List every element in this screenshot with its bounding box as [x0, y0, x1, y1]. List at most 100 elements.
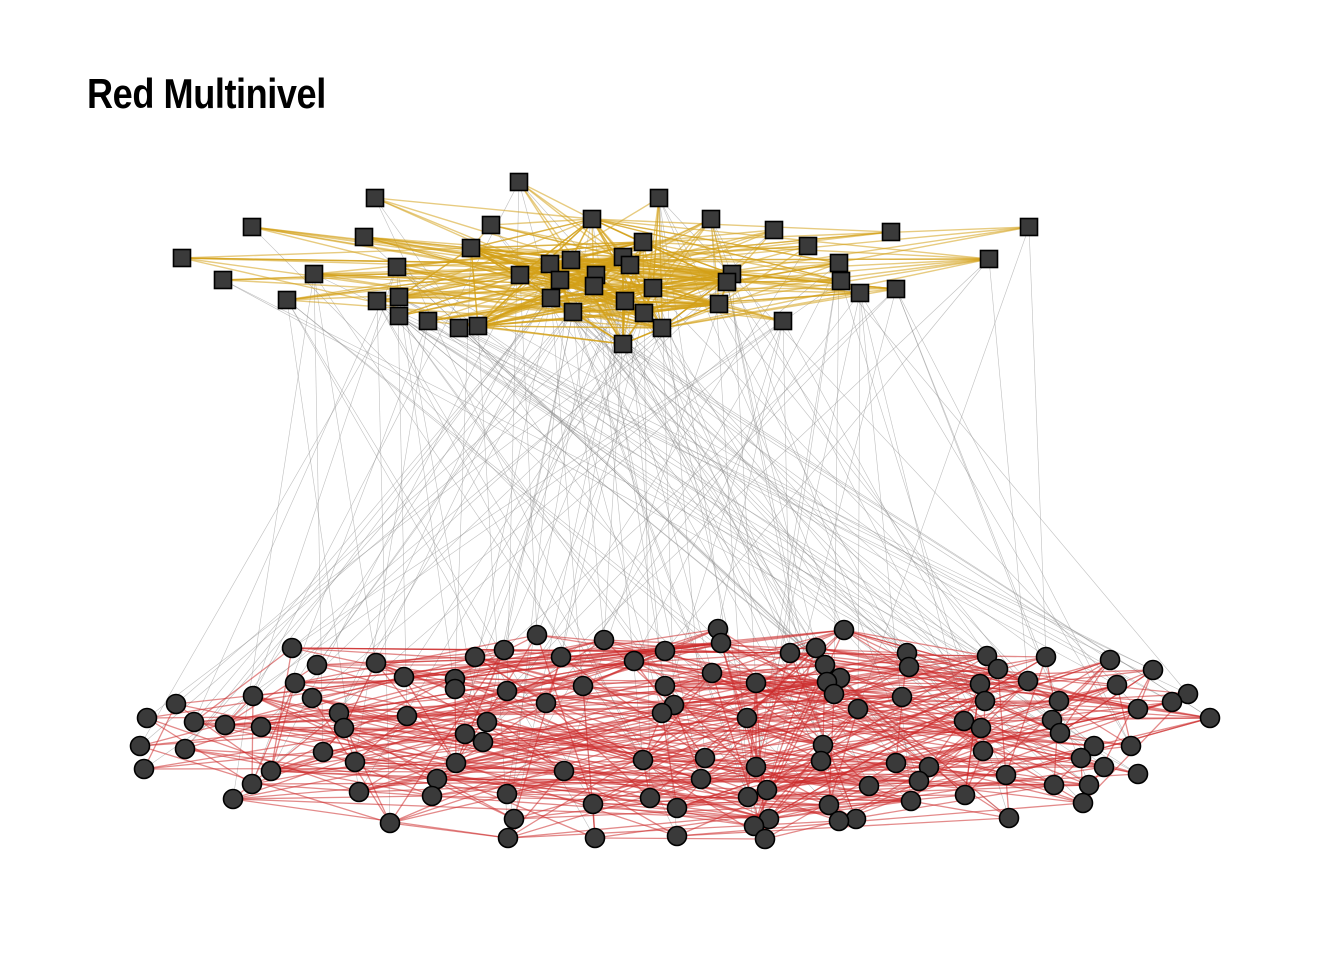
lower-node-111	[845, 808, 867, 830]
lower-node-53	[136, 707, 158, 729]
bottom-edge	[294, 678, 456, 684]
upper-node-37	[367, 291, 387, 311]
upper-node-34	[277, 290, 297, 310]
top-edge	[622, 256, 733, 275]
top-edge	[427, 297, 552, 322]
top-edge	[550, 273, 733, 299]
bottom-edge	[633, 628, 719, 662]
lower-node-18	[623, 650, 645, 672]
upper-node-48	[613, 334, 633, 354]
top-edge	[490, 218, 593, 226]
lower-node-1	[833, 619, 855, 641]
lower-node-112	[379, 812, 401, 834]
lower-node-71	[1120, 735, 1142, 757]
bottom-edge	[291, 647, 1173, 703]
lower-node-85	[260, 760, 282, 782]
cross-edge	[252, 266, 398, 697]
upper-node-10	[354, 227, 374, 247]
bottom-edge	[251, 690, 508, 785]
top-edge	[374, 197, 593, 220]
upper-node-18	[540, 254, 560, 274]
cross-edge	[139, 296, 400, 747]
lower-node-104	[582, 793, 604, 815]
lower-node-79	[445, 752, 467, 774]
bottom-edge	[838, 784, 1055, 822]
lower-node-30	[284, 672, 306, 694]
cross-edge	[376, 300, 1154, 671]
lower-node-88	[995, 764, 1017, 786]
lower-node-35	[444, 678, 466, 700]
upper-node-32	[886, 279, 906, 299]
top-edge	[477, 303, 720, 327]
lower-node-90	[426, 768, 448, 790]
bottom-edge	[545, 702, 706, 759]
upper-node-26	[213, 270, 233, 290]
cross-edge	[193, 266, 398, 723]
lower-node-43	[535, 692, 557, 714]
top-edge	[470, 247, 624, 258]
lower-node-62	[333, 717, 355, 739]
lower-node-25	[701, 662, 723, 684]
bottom-edge	[908, 666, 981, 685]
lower-node-114	[828, 810, 850, 832]
upper-node-12	[798, 236, 818, 256]
bottom-edge	[322, 751, 433, 797]
upper-node-13	[461, 238, 481, 258]
bottom-edge	[486, 721, 702, 780]
cross-edge	[895, 288, 1060, 702]
lower-node-93	[1078, 774, 1100, 796]
cross-edge	[455, 297, 552, 764]
cross-edge	[291, 281, 728, 649]
bottom-edge	[720, 642, 1090, 786]
cross-edge	[988, 258, 1029, 682]
upper-node-11	[633, 232, 653, 252]
lower-node-87	[1127, 763, 1149, 785]
bottom-edge	[560, 656, 706, 759]
lower-node-29	[969, 673, 991, 695]
top-edge	[642, 241, 842, 282]
cross-edge	[572, 311, 605, 641]
upper-node-44	[773, 311, 793, 331]
lower-node-3	[593, 629, 615, 651]
lower-node-91	[908, 770, 930, 792]
cross-edge	[643, 312, 651, 799]
cross-edge	[622, 343, 713, 674]
top-edge	[549, 263, 733, 275]
bottom-edge	[753, 708, 859, 827]
top-edge	[477, 325, 663, 329]
bottom-edge	[251, 695, 254, 785]
cross-edge	[398, 296, 1154, 671]
bottom-edge	[270, 655, 988, 772]
lower-node-99	[496, 783, 518, 805]
upper-node-6	[481, 215, 501, 235]
lower-node-65	[1049, 722, 1071, 744]
cross-edge	[458, 327, 1173, 703]
lower-node-27	[1017, 670, 1039, 692]
bottom-edge	[676, 802, 1084, 837]
upper-node-36	[541, 288, 561, 308]
bottom-edge	[594, 804, 830, 839]
top-edge	[591, 218, 840, 264]
lower-node-67	[129, 735, 151, 757]
lower-node-59	[476, 711, 498, 733]
upper-node-9	[881, 222, 901, 242]
lower-node-16	[306, 654, 328, 676]
top-edge	[593, 218, 712, 287]
bottom-edge	[252, 695, 596, 839]
cross-edge	[294, 279, 561, 684]
top-edge	[591, 218, 892, 233]
cross-edge	[222, 279, 999, 670]
upper-node-27	[550, 270, 570, 290]
lower-node-45	[974, 690, 996, 712]
cross-edge	[313, 273, 1189, 695]
cross-edge	[595, 274, 644, 761]
bottom-edge	[649, 744, 824, 799]
upper-node-43	[418, 311, 438, 331]
lower-node-6	[805, 637, 827, 659]
top-edge	[470, 241, 644, 249]
bottom-edge	[224, 664, 318, 726]
top-edge	[518, 181, 593, 220]
cross-edge	[398, 315, 908, 654]
cross-edge	[633, 262, 840, 662]
lower-node-68	[174, 738, 196, 760]
